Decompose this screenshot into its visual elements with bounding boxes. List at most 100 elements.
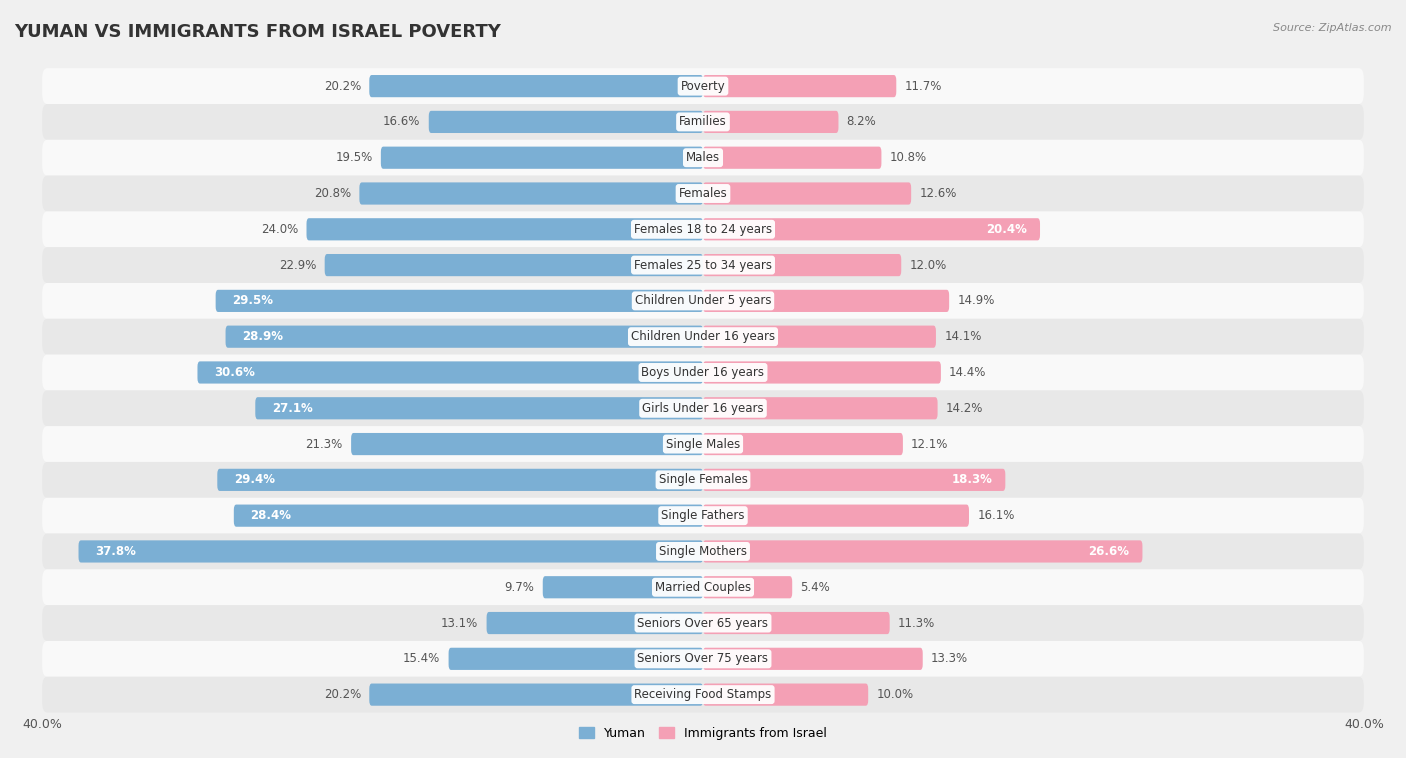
FancyBboxPatch shape — [703, 362, 941, 384]
FancyBboxPatch shape — [703, 290, 949, 312]
FancyBboxPatch shape — [703, 468, 1005, 491]
Text: 20.4%: 20.4% — [986, 223, 1026, 236]
Text: 24.0%: 24.0% — [262, 223, 298, 236]
Text: 29.5%: 29.5% — [232, 294, 273, 308]
Text: 27.1%: 27.1% — [271, 402, 312, 415]
FancyBboxPatch shape — [42, 283, 1364, 319]
Text: Females 18 to 24 years: Females 18 to 24 years — [634, 223, 772, 236]
Text: Single Females: Single Females — [658, 473, 748, 487]
FancyBboxPatch shape — [42, 319, 1364, 355]
FancyBboxPatch shape — [703, 648, 922, 670]
Text: Single Mothers: Single Mothers — [659, 545, 747, 558]
Text: Families: Families — [679, 115, 727, 128]
Text: Boys Under 16 years: Boys Under 16 years — [641, 366, 765, 379]
FancyBboxPatch shape — [79, 540, 703, 562]
Text: Source: ZipAtlas.com: Source: ZipAtlas.com — [1274, 23, 1392, 33]
Text: 22.9%: 22.9% — [278, 258, 316, 271]
FancyBboxPatch shape — [703, 326, 936, 348]
FancyBboxPatch shape — [429, 111, 703, 133]
Text: 10.0%: 10.0% — [876, 688, 914, 701]
Text: 11.3%: 11.3% — [898, 616, 935, 630]
FancyBboxPatch shape — [703, 612, 890, 634]
FancyBboxPatch shape — [381, 146, 703, 169]
FancyBboxPatch shape — [703, 183, 911, 205]
Text: Girls Under 16 years: Girls Under 16 years — [643, 402, 763, 415]
Text: 20.2%: 20.2% — [323, 688, 361, 701]
Text: 10.8%: 10.8% — [890, 151, 927, 164]
Text: 12.6%: 12.6% — [920, 187, 957, 200]
FancyBboxPatch shape — [703, 397, 938, 419]
Text: Males: Males — [686, 151, 720, 164]
Text: 20.8%: 20.8% — [314, 187, 352, 200]
Text: 15.4%: 15.4% — [404, 653, 440, 666]
Text: 14.9%: 14.9% — [957, 294, 995, 308]
FancyBboxPatch shape — [42, 605, 1364, 641]
FancyBboxPatch shape — [703, 75, 896, 97]
Text: 14.2%: 14.2% — [946, 402, 983, 415]
FancyBboxPatch shape — [225, 326, 703, 348]
FancyBboxPatch shape — [703, 254, 901, 276]
FancyBboxPatch shape — [42, 68, 1364, 104]
FancyBboxPatch shape — [42, 247, 1364, 283]
FancyBboxPatch shape — [703, 146, 882, 169]
Text: Single Males: Single Males — [666, 437, 740, 450]
Text: 12.0%: 12.0% — [910, 258, 946, 271]
FancyBboxPatch shape — [543, 576, 703, 598]
FancyBboxPatch shape — [307, 218, 703, 240]
FancyBboxPatch shape — [42, 462, 1364, 498]
FancyBboxPatch shape — [370, 75, 703, 97]
Text: 16.6%: 16.6% — [382, 115, 420, 128]
Text: Seniors Over 75 years: Seniors Over 75 years — [637, 653, 769, 666]
Text: 29.4%: 29.4% — [233, 473, 274, 487]
FancyBboxPatch shape — [42, 355, 1364, 390]
FancyBboxPatch shape — [42, 498, 1364, 534]
FancyBboxPatch shape — [352, 433, 703, 455]
Text: Poverty: Poverty — [681, 80, 725, 92]
Text: 14.1%: 14.1% — [945, 330, 981, 343]
Text: 20.2%: 20.2% — [323, 80, 361, 92]
Text: 16.1%: 16.1% — [977, 509, 1015, 522]
Text: 21.3%: 21.3% — [305, 437, 343, 450]
FancyBboxPatch shape — [703, 433, 903, 455]
FancyBboxPatch shape — [215, 290, 703, 312]
Text: YUMAN VS IMMIGRANTS FROM ISRAEL POVERTY: YUMAN VS IMMIGRANTS FROM ISRAEL POVERTY — [14, 23, 501, 41]
FancyBboxPatch shape — [42, 569, 1364, 605]
FancyBboxPatch shape — [703, 576, 792, 598]
FancyBboxPatch shape — [42, 641, 1364, 677]
FancyBboxPatch shape — [703, 505, 969, 527]
Text: Females: Females — [679, 187, 727, 200]
FancyBboxPatch shape — [42, 139, 1364, 176]
FancyBboxPatch shape — [703, 218, 1040, 240]
FancyBboxPatch shape — [486, 612, 703, 634]
FancyBboxPatch shape — [218, 468, 703, 491]
Text: 11.7%: 11.7% — [904, 80, 942, 92]
Text: 28.4%: 28.4% — [250, 509, 291, 522]
Text: 13.3%: 13.3% — [931, 653, 969, 666]
Text: 26.6%: 26.6% — [1088, 545, 1129, 558]
Text: Females 25 to 34 years: Females 25 to 34 years — [634, 258, 772, 271]
Text: 30.6%: 30.6% — [214, 366, 254, 379]
Text: Married Couples: Married Couples — [655, 581, 751, 594]
FancyBboxPatch shape — [197, 362, 703, 384]
Text: 5.4%: 5.4% — [800, 581, 830, 594]
Text: Receiving Food Stamps: Receiving Food Stamps — [634, 688, 772, 701]
Text: 8.2%: 8.2% — [846, 115, 876, 128]
Text: 28.9%: 28.9% — [242, 330, 283, 343]
FancyBboxPatch shape — [449, 648, 703, 670]
FancyBboxPatch shape — [703, 111, 838, 133]
Legend: Yuman, Immigrants from Israel: Yuman, Immigrants from Israel — [575, 722, 831, 745]
FancyBboxPatch shape — [42, 176, 1364, 211]
FancyBboxPatch shape — [42, 426, 1364, 462]
Text: 19.5%: 19.5% — [336, 151, 373, 164]
Text: Seniors Over 65 years: Seniors Over 65 years — [637, 616, 769, 630]
FancyBboxPatch shape — [703, 540, 1143, 562]
FancyBboxPatch shape — [233, 505, 703, 527]
FancyBboxPatch shape — [42, 104, 1364, 139]
FancyBboxPatch shape — [325, 254, 703, 276]
Text: Single Fathers: Single Fathers — [661, 509, 745, 522]
Text: Children Under 5 years: Children Under 5 years — [634, 294, 772, 308]
Text: 13.1%: 13.1% — [441, 616, 478, 630]
Text: 14.4%: 14.4% — [949, 366, 987, 379]
FancyBboxPatch shape — [42, 534, 1364, 569]
Text: 9.7%: 9.7% — [505, 581, 534, 594]
